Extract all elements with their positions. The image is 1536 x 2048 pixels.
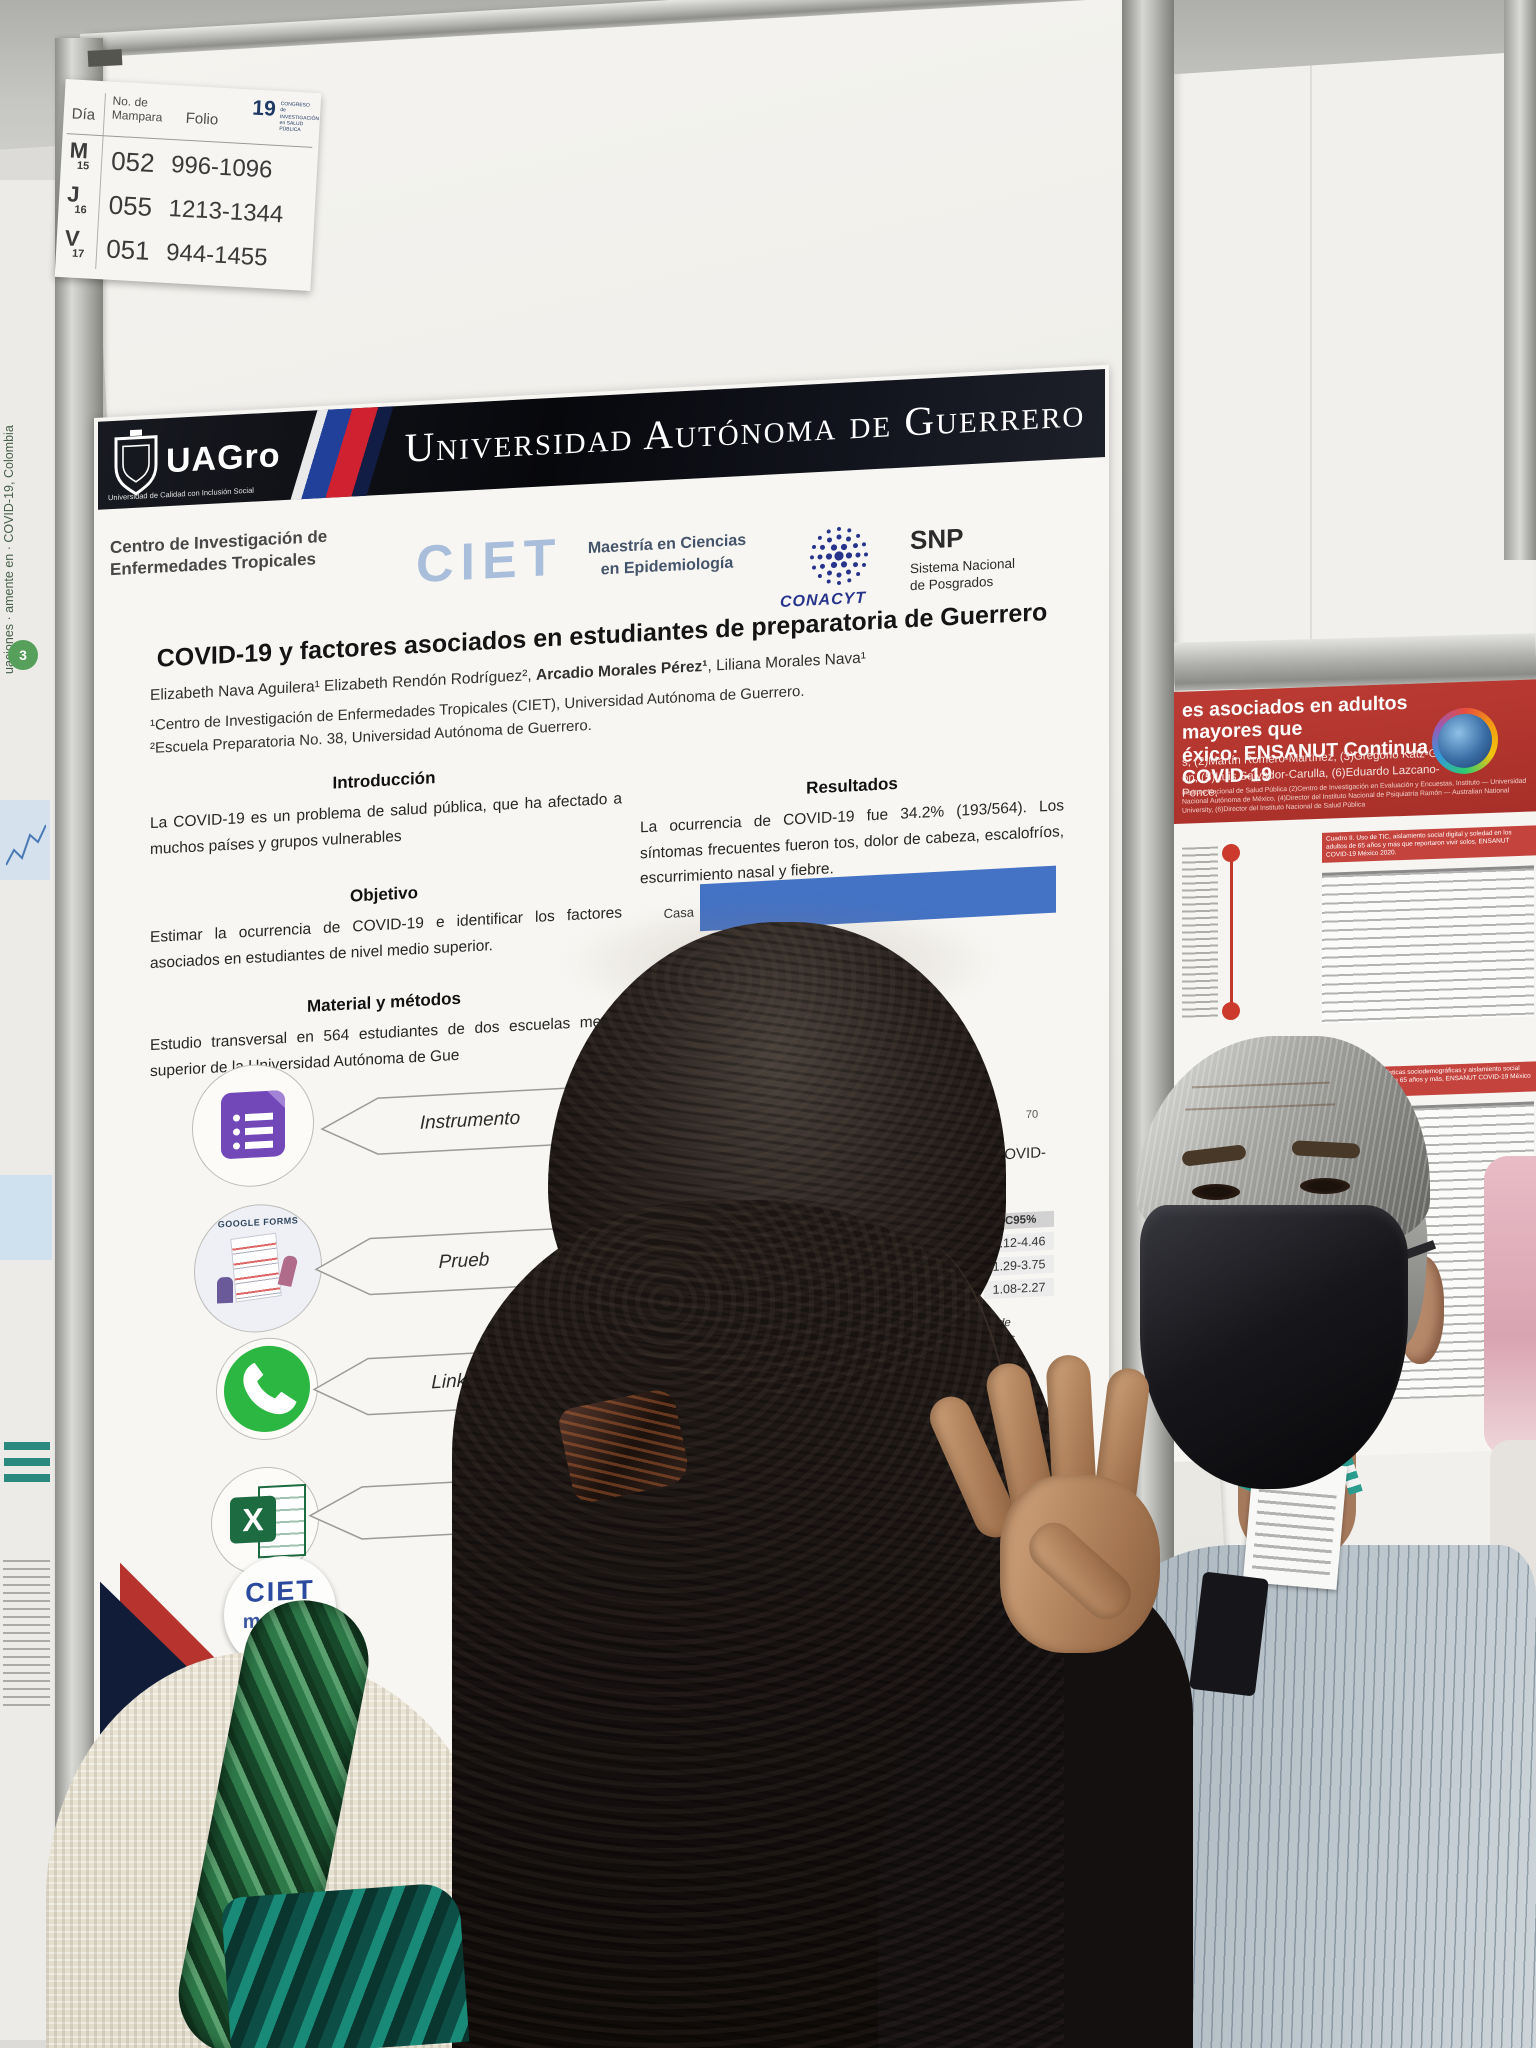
cuadro2-caption: Cuadro II. Uso de TIC, aislamiento socia… bbox=[1322, 825, 1536, 864]
google-forms-illustration-icon: GOOGLE FORMS bbox=[194, 1201, 322, 1336]
sign-col-board: No. de Mampara bbox=[111, 93, 163, 125]
figure-illustration bbox=[217, 1276, 233, 1304]
whatsapp-glyph bbox=[224, 1343, 310, 1435]
badge-text-lines bbox=[1251, 1488, 1337, 1576]
figure-illustration bbox=[277, 1254, 299, 1287]
chart-tick: 70 bbox=[1025, 1108, 1039, 1122]
whatsapp-icon bbox=[216, 1335, 318, 1443]
flow-label: Instrumento bbox=[419, 1107, 521, 1134]
man-eye bbox=[1300, 1178, 1350, 1194]
snp-subtitle: Sistema Nacional de Posgrados bbox=[910, 555, 1016, 594]
sign-col-day: Día bbox=[71, 105, 96, 124]
uagro-wordmark: UAGro bbox=[166, 436, 281, 481]
left-poster-step-badge: 3 bbox=[8, 640, 38, 670]
ciet-center-name: Centro de Investigación de Enfermedades T… bbox=[110, 526, 328, 580]
frame-clamp bbox=[87, 49, 123, 67]
ensanut-banner: es asociados en adultos mayores que éxico… bbox=[1174, 679, 1536, 824]
ciet-acronym: CIET bbox=[416, 528, 563, 595]
uagro-crest-icon bbox=[114, 429, 158, 496]
google-forms-glyph bbox=[221, 1089, 285, 1160]
cuadro2-table bbox=[1322, 865, 1534, 1024]
left-poster-chart-block bbox=[0, 800, 50, 880]
masters-program: Maestría en Ciencias en Epidemiología bbox=[587, 531, 747, 579]
left-neighbor-poster: uaciones · amente en · COVID-19, Colombi… bbox=[0, 180, 55, 2040]
ensanut-timeline bbox=[1230, 847, 1233, 1019]
clipboard-illustration bbox=[230, 1232, 282, 1303]
conacyt-icon bbox=[810, 526, 868, 585]
folded-corner bbox=[267, 1089, 285, 1109]
panel-joint-line bbox=[1310, 0, 1312, 640]
congress-19-logo: 19 CONGRESO de INVESTIGACIÓN en SALUD PÚBL… bbox=[251, 96, 320, 134]
university-banner: UAGro Universidad de Calidad con Inclusi… bbox=[98, 369, 1105, 510]
left-poster-micro-text bbox=[3, 1560, 50, 1710]
google-forms-caption: GOOGLE FORMS bbox=[217, 1215, 299, 1230]
snp-acronym: SNP bbox=[910, 522, 964, 556]
attendee-pink-clothing bbox=[1484, 1156, 1536, 1456]
left-poster-teal-bars bbox=[4, 1442, 50, 1482]
university-name: Universidad Autónoma de Guerrero bbox=[404, 389, 1086, 471]
banner-stripe bbox=[290, 406, 394, 500]
ensanut-side-text bbox=[1182, 846, 1218, 1018]
schedule-sign: Día No. de Mampara Folio 19 CONGRESO de IN… bbox=[54, 79, 322, 291]
sign-col-folio: Folio bbox=[185, 109, 219, 129]
left-poster-blue-block bbox=[0, 1175, 52, 1260]
globe-inner bbox=[1438, 712, 1492, 769]
timeline-dot bbox=[1222, 1001, 1240, 1021]
excel-x-glyph: X bbox=[230, 1495, 276, 1544]
man-face-mask bbox=[1140, 1205, 1408, 1489]
teal-bag bbox=[220, 1881, 470, 2048]
congress-logo-text: CONGRESO de INVESTIGACIÓN en SALUD PÚBLICA bbox=[279, 101, 320, 134]
globe-icon bbox=[1432, 706, 1498, 775]
left-poster-sparkline bbox=[6, 824, 46, 866]
man-eye bbox=[1192, 1184, 1240, 1200]
far-right-frame bbox=[1504, 0, 1536, 560]
timeline-dot bbox=[1222, 843, 1240, 863]
